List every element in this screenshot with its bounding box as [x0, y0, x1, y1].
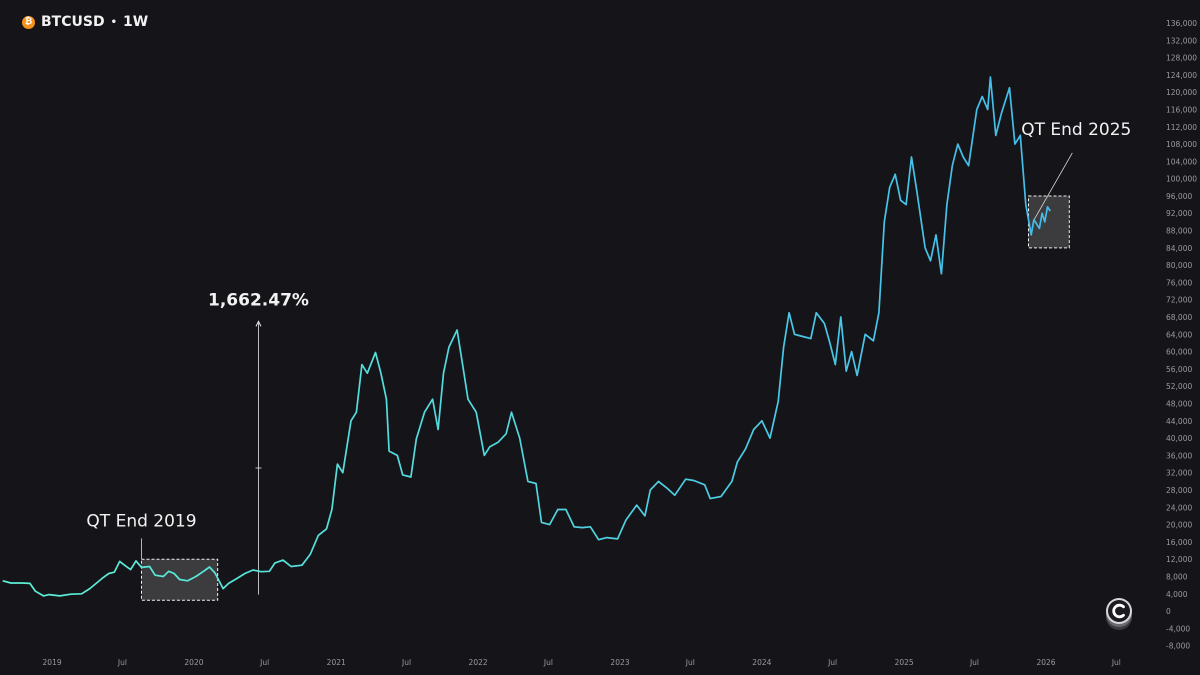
- qt-end-2025-leader: [1033, 152, 1073, 221]
- y-tick-label: 64,000: [1166, 330, 1192, 339]
- annotation-labels: QT End 2019 QT End 2025 1,662.47%: [86, 120, 1131, 532]
- x-tick-label: Jul: [401, 658, 411, 667]
- y-tick-label: 0: [1166, 607, 1171, 616]
- x-tick-label: Jul: [969, 658, 979, 667]
- y-tick-label: 44,000: [1166, 417, 1192, 426]
- x-tick-label: 2020: [184, 658, 203, 667]
- separator-dot: •: [110, 16, 117, 28]
- bitcoin-icon: ₿: [22, 15, 35, 29]
- y-tick-label: 36,000: [1166, 451, 1192, 460]
- y-tick-label: 60,000: [1166, 348, 1192, 357]
- y-axis: 136,000 132,000 128,000 124,000 120,000 116,0…: [1166, 19, 1197, 651]
- y-tick-label: 132,000: [1166, 36, 1197, 45]
- symbol-header[interactable]: ₿ BTCUSD • 1W: [22, 14, 148, 30]
- y-tick-label: 40,000: [1166, 434, 1192, 443]
- x-tick-label: 2025: [895, 658, 914, 667]
- y-tick-label: 108,000: [1166, 140, 1197, 149]
- y-tick-label: 48,000: [1166, 400, 1192, 409]
- y-tick-label: 28,000: [1166, 486, 1192, 495]
- y-tick-label: -4,000: [1166, 624, 1190, 633]
- y-tick-label: 24,000: [1166, 503, 1192, 512]
- price-series-line: [2, 76, 1052, 597]
- y-tick-label: 84,000: [1166, 244, 1192, 253]
- measure-percent-label: 1,662.47%: [208, 290, 309, 310]
- y-tick-label: 32,000: [1166, 469, 1192, 478]
- timeframe-label: 1W: [122, 14, 149, 30]
- x-axis: 2019 Jul 2020 Jul 2021 Jul 2022 Jul 2023 Jul 2024 J…: [43, 658, 1121, 667]
- y-tick-label: 12,000: [1166, 555, 1192, 564]
- watermark-logo-icon: [1106, 598, 1132, 630]
- annotations: [140, 152, 1073, 601]
- x-tick-label: 2021: [327, 658, 346, 667]
- symbol-label: BTCUSD: [41, 14, 105, 30]
- y-tick-label: 112,000: [1166, 123, 1197, 132]
- y-tick-label: 100,000: [1166, 175, 1197, 184]
- y-tick-label: 16,000: [1166, 538, 1192, 547]
- x-tick-label: 2026: [1036, 658, 1055, 667]
- x-tick-label: Jul: [685, 658, 695, 667]
- x-tick-label: 2019: [43, 658, 62, 667]
- x-tick-label: 2022: [469, 658, 488, 667]
- x-tick-label: 2023: [610, 658, 629, 667]
- x-tick-label: Jul: [259, 658, 269, 667]
- qt-end-2025-label: QT End 2025: [1021, 120, 1131, 140]
- y-tick-label: 80,000: [1166, 261, 1192, 270]
- y-tick-label: 136,000: [1166, 19, 1197, 28]
- y-tick-label: 52,000: [1166, 382, 1192, 391]
- y-tick-label: 104,000: [1166, 157, 1197, 166]
- y-tick-label: 128,000: [1166, 54, 1197, 63]
- y-tick-label: 92,000: [1166, 209, 1192, 218]
- x-tick-label: Jul: [1111, 658, 1121, 667]
- y-tick-label: -8,000: [1166, 642, 1190, 651]
- measure-arrowhead: [255, 320, 262, 327]
- qt-end-2019-label: QT End 2019: [86, 511, 196, 531]
- y-tick-label: 20,000: [1166, 521, 1192, 530]
- y-tick-label: 8,000: [1166, 572, 1188, 581]
- y-tick-label: 4,000: [1166, 590, 1188, 599]
- y-tick-label: 120,000: [1166, 88, 1197, 97]
- y-tick-label: 72,000: [1166, 296, 1192, 305]
- x-tick-label: 2024: [752, 658, 771, 667]
- y-tick-label: 116,000: [1166, 105, 1197, 114]
- x-tick-label: Jul: [543, 658, 553, 667]
- y-tick-label: 96,000: [1166, 192, 1192, 201]
- x-tick-label: Jul: [827, 658, 837, 667]
- x-tick-label: Jul: [117, 658, 127, 667]
- y-tick-label: 56,000: [1166, 365, 1192, 374]
- y-tick-label: 68,000: [1166, 313, 1192, 322]
- y-tick-label: 76,000: [1166, 278, 1192, 287]
- y-tick-label: 124,000: [1166, 71, 1197, 80]
- y-tick-label: 88,000: [1166, 227, 1192, 236]
